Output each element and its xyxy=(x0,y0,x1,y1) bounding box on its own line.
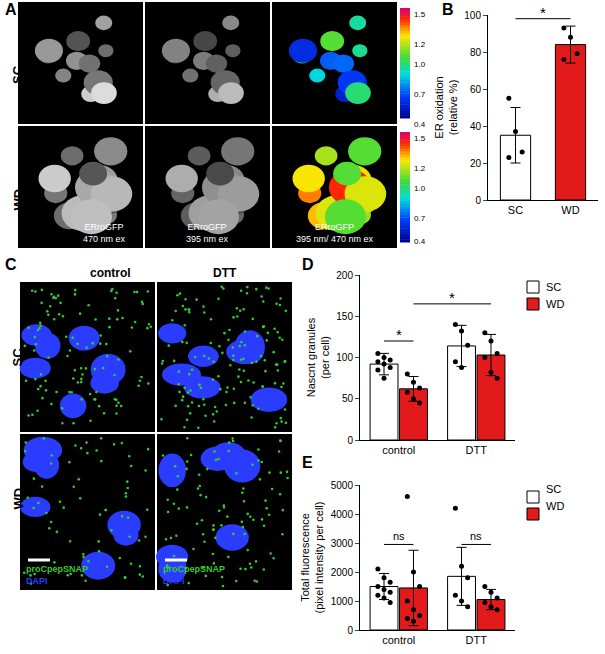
svg-text:0.7: 0.7 xyxy=(414,90,426,99)
svg-text:*: * xyxy=(396,326,402,343)
svg-text:1.0: 1.0 xyxy=(414,184,426,193)
svg-text:control: control xyxy=(382,634,415,646)
svg-text:1.0: 1.0 xyxy=(414,60,426,69)
svg-text:1.5: 1.5 xyxy=(414,10,426,19)
svg-text:proCpepSNAPDAPI: proCpepSNAPDAPI xyxy=(26,564,88,586)
svg-text:SC: SC xyxy=(546,281,561,293)
svg-text:Nascnt granules(per cell): Nascnt granules(per cell) xyxy=(305,317,331,397)
svg-text:0: 0 xyxy=(475,195,481,206)
svg-text:1000: 1000 xyxy=(331,596,354,607)
svg-text:proCpepSNAPDAPI: proCpepSNAPDAPI xyxy=(163,564,225,586)
svg-text:4000: 4000 xyxy=(331,509,354,520)
svg-text:WD: WD xyxy=(561,204,579,216)
svg-text:0: 0 xyxy=(347,435,353,446)
svg-text:80: 80 xyxy=(470,47,482,58)
svg-text:50: 50 xyxy=(342,393,354,404)
svg-text:DTT: DTT xyxy=(466,444,488,456)
svg-text:SC: SC xyxy=(508,204,523,216)
svg-text:100: 100 xyxy=(464,10,481,21)
svg-text:B: B xyxy=(442,1,454,18)
svg-text:DTT: DTT xyxy=(466,634,488,646)
svg-text:150: 150 xyxy=(336,311,353,322)
svg-text:C: C xyxy=(5,256,17,273)
svg-text:60: 60 xyxy=(470,84,482,95)
svg-text:20: 20 xyxy=(470,158,482,169)
svg-text:WD: WD xyxy=(546,298,564,310)
svg-text:SC: SC xyxy=(10,348,25,367)
svg-text:ns: ns xyxy=(470,530,482,542)
svg-text:control: control xyxy=(90,266,131,280)
svg-text:A: A xyxy=(5,1,17,18)
svg-text:D: D xyxy=(302,256,314,273)
svg-text:ERroGFP395 nm ex: ERroGFP395 nm ex xyxy=(186,222,229,244)
svg-text:200: 200 xyxy=(336,270,353,281)
svg-text:ERroGFP470 nm ex: ERroGFP470 nm ex xyxy=(83,222,126,244)
svg-text:WD: WD xyxy=(11,189,26,211)
svg-text:*: * xyxy=(449,289,455,306)
svg-text:0.7: 0.7 xyxy=(414,214,426,223)
svg-text:0.4: 0.4 xyxy=(414,120,426,129)
svg-text:2000: 2000 xyxy=(331,567,354,578)
svg-text:WD: WD xyxy=(11,488,26,510)
svg-text:1.2: 1.2 xyxy=(414,164,426,173)
svg-text:ns: ns xyxy=(393,530,405,542)
svg-text:1.5: 1.5 xyxy=(414,134,426,143)
svg-text:control: control xyxy=(382,444,415,456)
svg-text:5000: 5000 xyxy=(331,480,354,491)
svg-text:ER oxidation(relative %): ER oxidation(relative %) xyxy=(433,76,459,138)
svg-text:E: E xyxy=(302,454,313,471)
svg-text:40: 40 xyxy=(470,121,482,132)
svg-text:0: 0 xyxy=(347,625,353,636)
svg-text:*: * xyxy=(540,4,546,21)
svg-text:DTT: DTT xyxy=(213,266,237,280)
svg-text:1.2: 1.2 xyxy=(414,40,426,49)
svg-text:ERroGFP395 nm/ 470 nm ex: ERroGFP395 nm/ 470 nm ex xyxy=(296,222,374,244)
svg-text:0.4: 0.4 xyxy=(414,237,426,246)
svg-text:WD: WD xyxy=(546,500,564,512)
svg-text:Total fluorescence(pixel inten: Total fluorescence(pixel intensity per c… xyxy=(299,502,325,614)
svg-text:SC: SC xyxy=(10,65,25,84)
svg-text:SC: SC xyxy=(546,483,561,495)
svg-text:100: 100 xyxy=(336,352,353,363)
svg-text:3000: 3000 xyxy=(331,538,354,549)
